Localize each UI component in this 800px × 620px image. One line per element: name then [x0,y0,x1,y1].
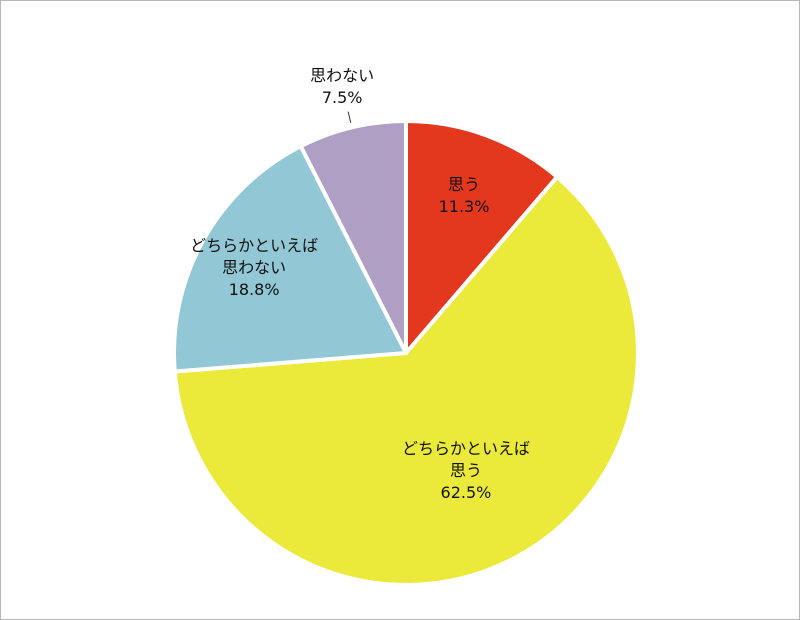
category-label: どちらかといえば思わない [190,236,319,278]
value-label: 11.3% [438,197,490,217]
category-label: どちらかといえば思う [401,438,530,480]
category-label: 思う [447,175,480,195]
pie-slice [172,144,408,374]
pie-slice [298,119,408,355]
value-label: 62.5% [440,482,492,502]
slice-label: 思わない 7.5% [277,65,408,109]
value-label: 7.5% [321,87,363,107]
pie-slice [172,174,640,587]
category-label: 思わない [310,65,375,85]
slice-label: どちらかといえば思う 62.5% [400,438,531,504]
slice-label: 思う 11.3% [398,174,529,218]
value-label: 18.8% [228,280,280,300]
slice-label: どちらかといえば思わない 18.8% [189,235,320,301]
leader-line [347,111,352,124]
pie-slice [404,119,560,355]
